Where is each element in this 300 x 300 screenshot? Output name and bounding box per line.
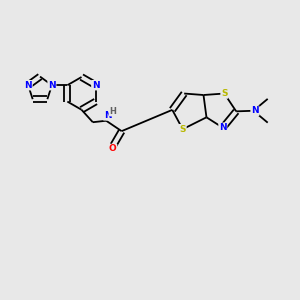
- Text: N: N: [219, 123, 226, 132]
- Text: N: N: [104, 111, 112, 120]
- Text: N: N: [48, 81, 56, 90]
- Text: S: S: [179, 125, 186, 134]
- Text: O: O: [109, 145, 117, 154]
- Text: S: S: [221, 89, 228, 98]
- Text: N: N: [92, 81, 100, 90]
- Text: N: N: [24, 81, 32, 90]
- Text: H: H: [109, 107, 116, 116]
- Text: N: N: [251, 106, 259, 115]
